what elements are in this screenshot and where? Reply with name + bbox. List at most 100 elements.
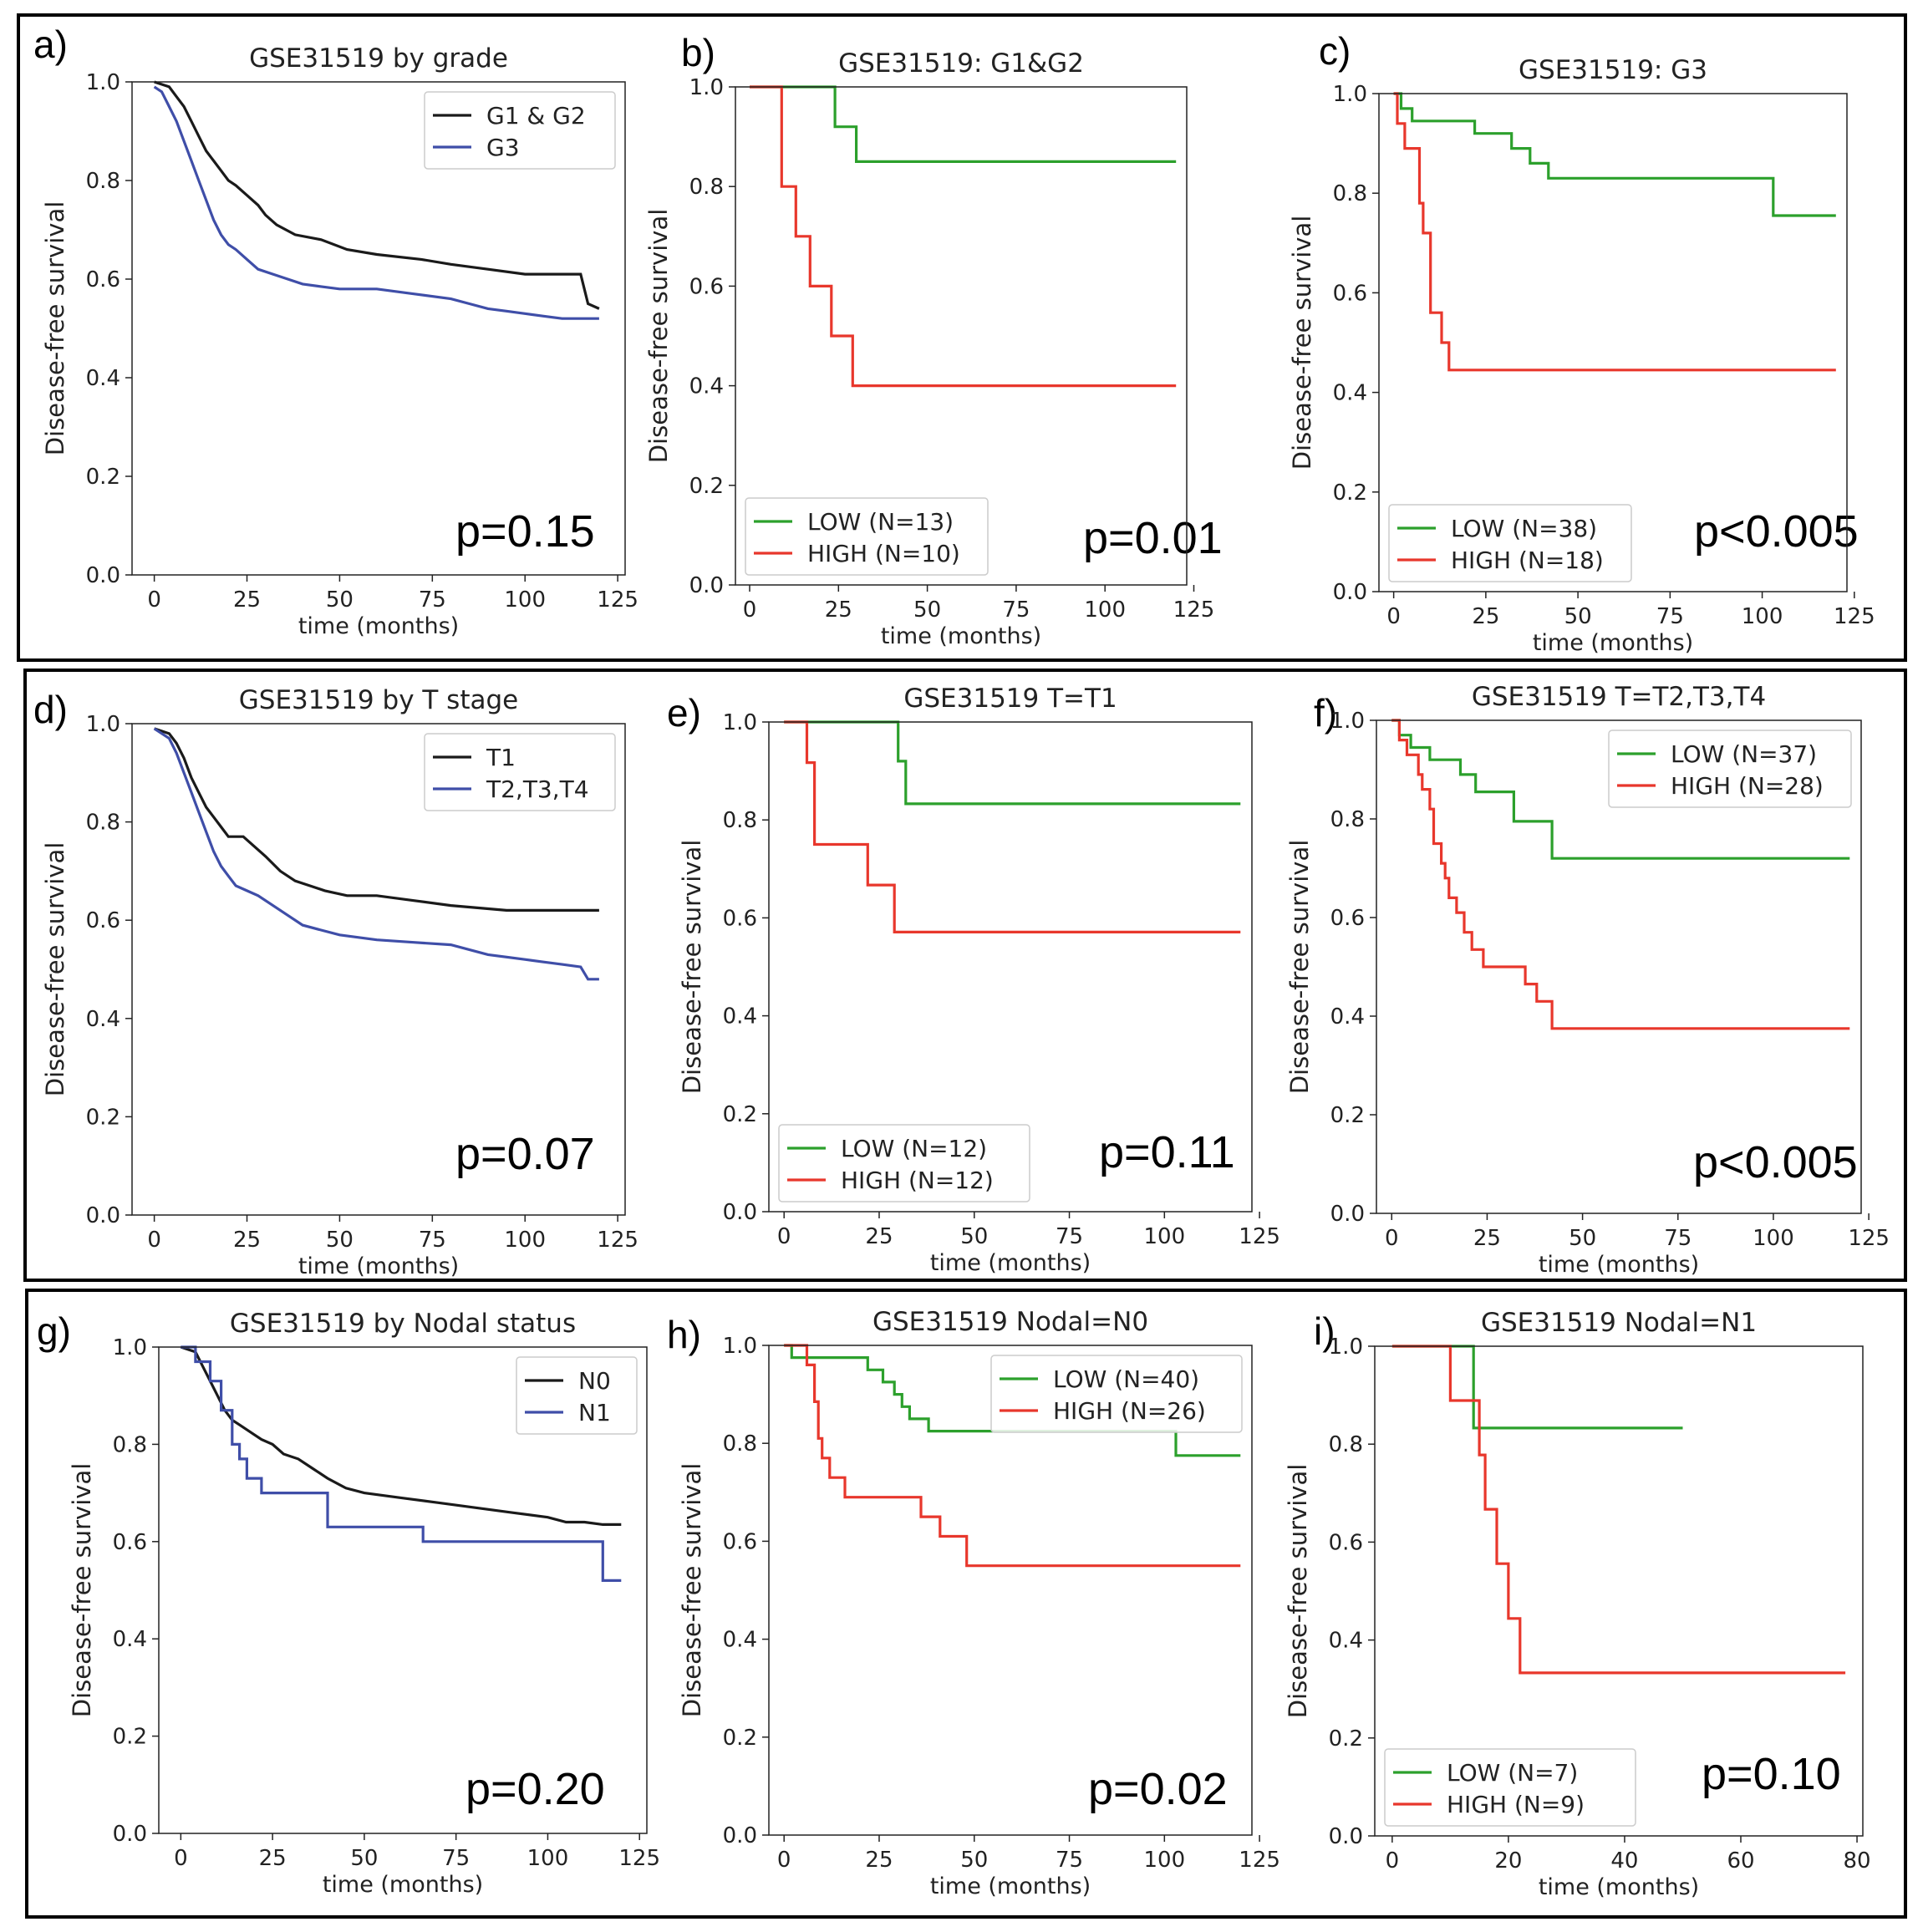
y-tick-label: 0.4	[723, 1628, 757, 1653]
x-tick-label: 60	[1727, 1848, 1754, 1874]
legend-label: HIGH (N=12)	[841, 1167, 994, 1194]
legend-label: LOW (N=7)	[1447, 1759, 1578, 1787]
legend: LOW (N=38) HIGH (N=18)	[1388, 504, 1632, 582]
y-tick-label: 0.4	[689, 374, 724, 399]
y-tick-label: 0.6	[1330, 906, 1365, 931]
x-tick-label: 50	[1569, 1226, 1596, 1251]
y-tick-label: 0.8	[689, 175, 724, 200]
y-tick-label: 1.0	[86, 712, 120, 737]
legend-label: N1	[578, 1399, 611, 1426]
p-value-h: p=0.02	[1088, 1764, 1228, 1814]
y-tick-label: 1.0	[1333, 82, 1367, 107]
legend-label: LOW (N=37)	[1671, 740, 1817, 768]
legend: G1 & G2 G3	[424, 91, 616, 170]
legend-box	[745, 497, 989, 576]
chart-title-b: GSE31519: G1&G2	[838, 48, 1084, 79]
y-axis-label-f: Disease-free survival	[1285, 839, 1314, 1095]
p-value-e: p=0.11	[1099, 1127, 1235, 1177]
x-tick-label: 125	[1173, 597, 1215, 623]
axes-frame	[1374, 1345, 1864, 1837]
legend-box	[516, 1356, 638, 1435]
x-tick-label: 25	[233, 587, 261, 613]
x-axis-label-c: time (months)	[1532, 630, 1694, 656]
y-tick-label: 0.6	[689, 274, 724, 299]
x-tick-label: 75	[1002, 597, 1030, 623]
y-tick-label: 0.0	[723, 1200, 757, 1225]
y-tick-label: 0.8	[86, 811, 120, 836]
x-tick-label: 50	[350, 1846, 378, 1871]
x-tick-label: 125	[597, 587, 638, 613]
x-axis-label-h: time (months)	[929, 1874, 1091, 1899]
x-tick-label: 25	[1472, 604, 1499, 629]
y-tick-label: 0.4	[1333, 381, 1367, 406]
axes-frame	[735, 86, 1188, 586]
x-tick-label: 100	[504, 587, 546, 613]
series-line-low	[1393, 92, 1836, 217]
x-tick-label: 100	[1084, 597, 1126, 623]
x-tick-label: 125	[618, 1846, 660, 1871]
x-axis-label-e: time (months)	[929, 1250, 1091, 1276]
legend: LOW (N=7) HIGH (N=9)	[1384, 1748, 1636, 1827]
row-frame-2	[23, 669, 1907, 1282]
y-tick-label: 0.4	[86, 1007, 120, 1032]
legend-box	[1608, 730, 1852, 808]
x-tick-label: 50	[960, 1224, 988, 1249]
y-axis-label-b: Disease-free survival	[644, 208, 673, 464]
panel-letter-d: d)	[33, 688, 68, 731]
series-line-high	[784, 1344, 1241, 1568]
y-tick-label: 0.2	[113, 1725, 147, 1750]
x-axis-label-b: time (months)	[880, 623, 1042, 649]
y-tick-label: 0.4	[723, 1004, 757, 1030]
axes-frame	[158, 1346, 648, 1834]
y-tick-label: 0.0	[1330, 1202, 1365, 1227]
x-tick-label: 100	[1753, 1226, 1794, 1251]
y-tick-label: 0.8	[1330, 807, 1365, 832]
y-tick-label: 0.0	[723, 1823, 757, 1848]
y-tick-label: 0.0	[1333, 580, 1367, 605]
axes-frame	[1378, 93, 1848, 592]
series-line-g1	[154, 80, 600, 310]
y-axis-label-c: Disease-free survival	[1288, 215, 1316, 470]
axes-frame	[768, 1345, 1253, 1836]
p-value-b: p=0.01	[1083, 513, 1223, 563]
series-line-high	[1391, 719, 1850, 1030]
series-line-g3	[153, 85, 599, 320]
y-tick-label: 0.2	[86, 1105, 120, 1130]
x-tick-label: 0	[777, 1848, 791, 1873]
x-tick-label: 75	[419, 1228, 446, 1253]
p-value-a: p=0.15	[455, 506, 595, 557]
legend-label: HIGH (N=10)	[807, 540, 960, 567]
panel-letter-g: g)	[37, 1309, 71, 1353]
y-tick-label: 0.0	[1329, 1824, 1363, 1849]
x-tick-label: 75	[1056, 1848, 1083, 1873]
p-value-i: p=0.10	[1702, 1749, 1841, 1799]
series-line-n1	[181, 1345, 622, 1582]
legend-label: HIGH (N=26)	[1053, 1397, 1206, 1425]
x-tick-label: 25	[259, 1846, 287, 1871]
legend-box	[424, 91, 616, 170]
y-axis-label-h: Disease-free survival	[678, 1462, 706, 1718]
km-plot-d: 0 25 50 75 100 125 0.0 0.2 0.4 0.6 0.8 1.0 T1 T2,T3,T…	[86, 712, 638, 1253]
legend-label: HIGH (N=28)	[1671, 772, 1824, 800]
p-value-d: p=0.07	[455, 1129, 595, 1179]
legend: LOW (N=13) HIGH (N=10)	[745, 497, 989, 576]
x-tick-label: 75	[1664, 1226, 1692, 1251]
chart-title-c: GSE31519: G3	[1519, 55, 1707, 85]
series-line-high	[750, 85, 1177, 388]
x-tick-label: 0	[147, 587, 161, 613]
axes-frame	[768, 721, 1253, 1213]
x-tick-label: 100	[527, 1846, 569, 1871]
x-tick-label: 25	[1473, 1226, 1501, 1251]
y-tick-label: 0.6	[1333, 281, 1367, 306]
x-tick-label: 125	[1834, 604, 1875, 629]
y-tick-label: 1.0	[1330, 709, 1365, 734]
y-tick-label: 0.4	[113, 1627, 147, 1652]
axes-frame	[1376, 719, 1862, 1214]
y-tick-label: 0.6	[86, 908, 120, 933]
y-tick-label: 0.4	[86, 366, 120, 391]
legend: LOW (N=37) HIGH (N=28)	[1608, 730, 1852, 808]
x-tick-label: 125	[1848, 1226, 1890, 1251]
legend-label: G1 & G2	[486, 102, 586, 130]
x-axis-label-f: time (months)	[1538, 1252, 1700, 1278]
y-tick-label: 1.0	[689, 75, 724, 100]
